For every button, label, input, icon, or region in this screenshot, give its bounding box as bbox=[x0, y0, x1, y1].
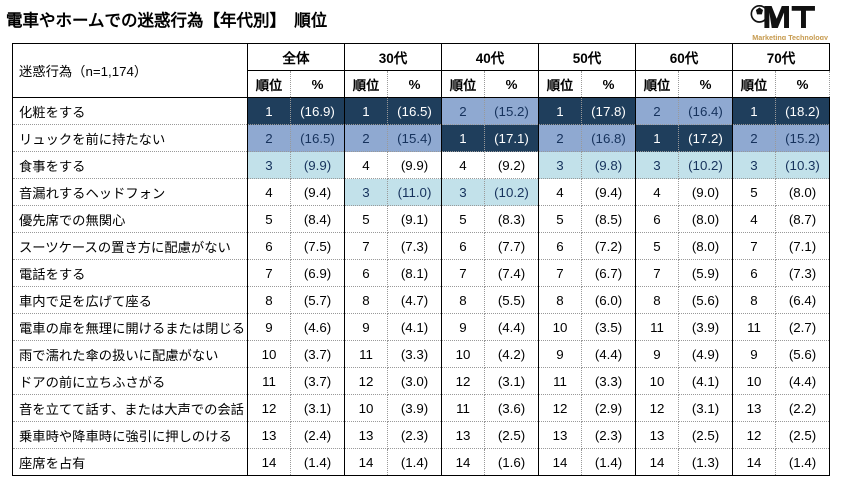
svg-text:Marketing Technology: Marketing Technology bbox=[752, 33, 828, 40]
